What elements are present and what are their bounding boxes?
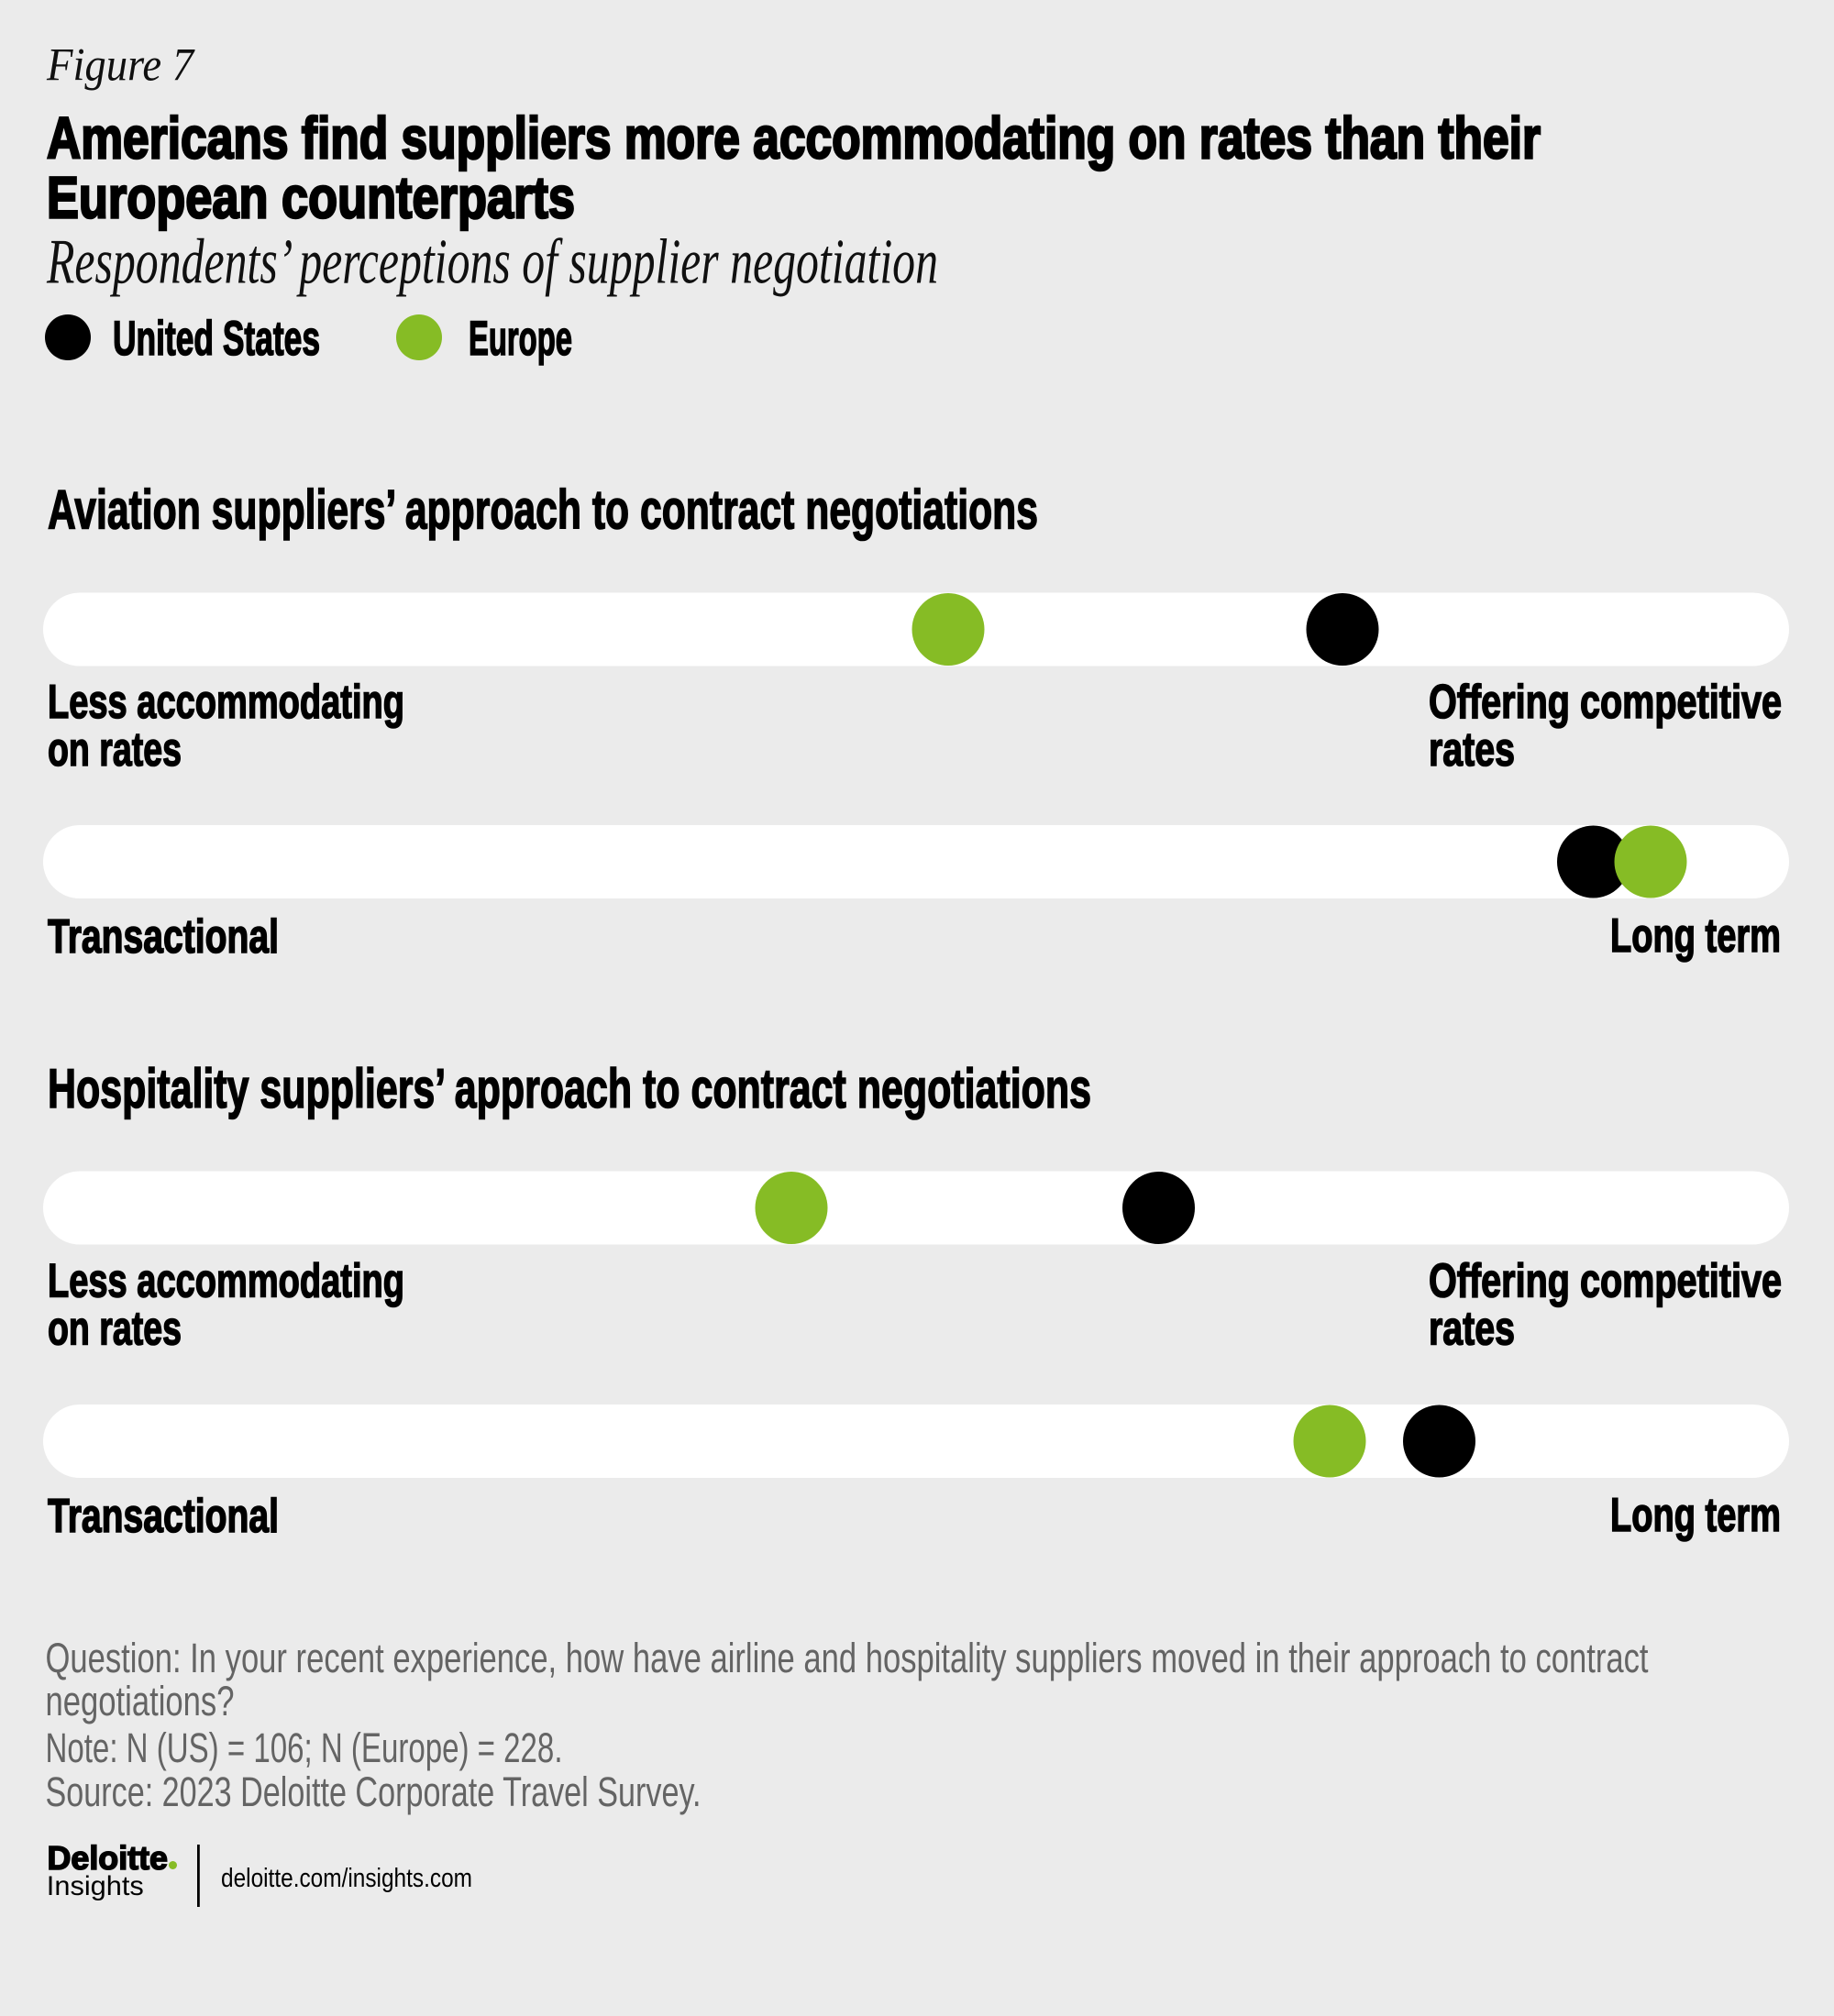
svg-text:Long term: Long term — [1610, 909, 1781, 963]
svg-text:European counterparts: European counterparts — [47, 165, 575, 231]
svg-text:United States: United States — [113, 312, 320, 366]
svg-text:Europe: Europe — [469, 312, 572, 366]
svg-text:rates: rates — [1429, 723, 1515, 777]
svg-text:Respondents’ perceptions of su: Respondents’ perceptions of supplier neg… — [46, 227, 938, 298]
svg-text:Transactional: Transactional — [48, 910, 279, 964]
svg-text:Deloitte: Deloitte — [48, 1839, 169, 1877]
svg-text:on rates: on rates — [48, 723, 182, 777]
svg-text:negotiations?: negotiations? — [46, 1678, 235, 1724]
svg-text:Question: In your recent exper: Question: In your recent experience, how… — [46, 1635, 1649, 1681]
svg-text:rates: rates — [1429, 1303, 1515, 1356]
svg-text:on rates: on rates — [48, 1303, 182, 1356]
svg-text:Long term: Long term — [1610, 1489, 1781, 1542]
svg-text:Source: 2023 Deloitte Corporat: Source: 2023 Deloitte Corporate Travel S… — [46, 1768, 702, 1815]
svg-text:Hospitality suppliers’ approac: Hospitality suppliers’ approach to contr… — [48, 1058, 1091, 1119]
svg-text:Figure 7: Figure 7 — [46, 40, 195, 92]
svg-text:Transactional: Transactional — [48, 1490, 279, 1543]
svg-text:Note: N (US) = 106; N (Europe): Note: N (US) = 106; N (Europe) = 228. — [46, 1724, 563, 1771]
svg-text:Aviation suppliers’ approach t: Aviation suppliers’ approach to contract… — [48, 479, 1038, 541]
svg-text:Less accommodating: Less accommodating — [48, 1255, 404, 1308]
svg-text:Offering competitive: Offering competitive — [1429, 676, 1782, 729]
svg-text:Offering competitive: Offering competitive — [1429, 1255, 1782, 1308]
svg-text:Insights: Insights — [47, 1871, 144, 1901]
svg-text:Less accommodating: Less accommodating — [48, 676, 404, 729]
svg-text:Americans find suppliers more: Americans find suppliers more accommodat… — [47, 105, 1541, 171]
svg-text:deloitte.com/insights.com: deloitte.com/insights.com — [221, 1864, 472, 1893]
